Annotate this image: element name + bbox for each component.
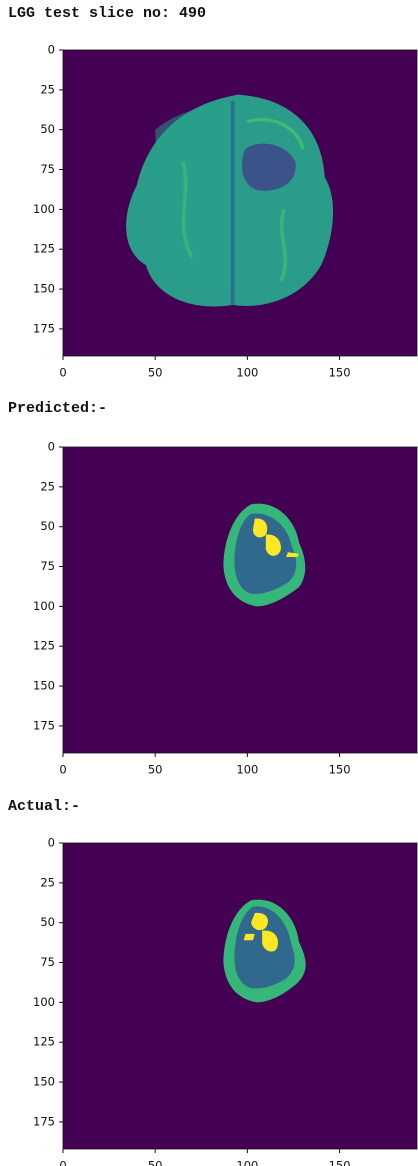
x-tick-label: 0	[59, 366, 66, 380]
panel-heading: Predicted:-	[8, 400, 107, 417]
y-tick-label: 150	[33, 1075, 55, 1089]
y-tick-label: 25	[40, 82, 55, 96]
x-tick-label: 50	[148, 763, 163, 777]
y-tick-label: 125	[33, 1035, 55, 1049]
predicted-mask	[63, 447, 417, 753]
y-tick-label: 175	[33, 718, 55, 732]
y-tick-label: 150	[33, 282, 55, 296]
notebook-output: LGG test slice no: 490 0 25 50 75 100 125 150 17…	[0, 0, 418, 1166]
x-tick-label: 50	[148, 1159, 163, 1166]
y-tick-label: 50	[40, 519, 55, 533]
y-tick-label: 25	[40, 875, 55, 889]
x-tick-label: 150	[329, 1159, 351, 1166]
y-tick-label: 0	[48, 836, 55, 850]
x-tick-label: 150	[329, 366, 351, 380]
y-tick-label: 50	[40, 122, 55, 136]
y-tick-label: 100	[33, 599, 55, 613]
x-tick-label: 100	[236, 366, 258, 380]
x-tick-label: 0	[59, 1159, 66, 1166]
y-tick-label: 50	[40, 915, 55, 929]
actual-mask	[63, 843, 417, 1149]
y-tick-label: 75	[40, 162, 55, 176]
panel-heading: LGG test slice no: 490	[8, 5, 206, 22]
y-tick-label: 100	[33, 995, 55, 1009]
y-tick-label: 75	[40, 955, 55, 969]
x-tick-label: 100	[236, 1159, 258, 1166]
panel-heading: Actual:-	[8, 798, 80, 815]
x-tick-label: 0	[59, 763, 66, 777]
x-tick-label: 50	[148, 366, 163, 380]
y-tick-label: 0	[48, 440, 55, 454]
y-tick-label: 0	[48, 43, 55, 57]
y-tick-label: 125	[33, 242, 55, 256]
y-tick-label: 150	[33, 679, 55, 693]
y-tick-label: 75	[40, 559, 55, 573]
y-tick-label: 25	[40, 479, 55, 493]
y-tick-label: 100	[33, 202, 55, 216]
x-tick-label: 150	[329, 763, 351, 777]
y-tick-label: 175	[33, 1114, 55, 1128]
y-tick-label: 125	[33, 639, 55, 653]
x-tick-label: 100	[236, 763, 258, 777]
y-tick-label: 175	[33, 321, 55, 335]
mri-slice	[63, 50, 417, 356]
